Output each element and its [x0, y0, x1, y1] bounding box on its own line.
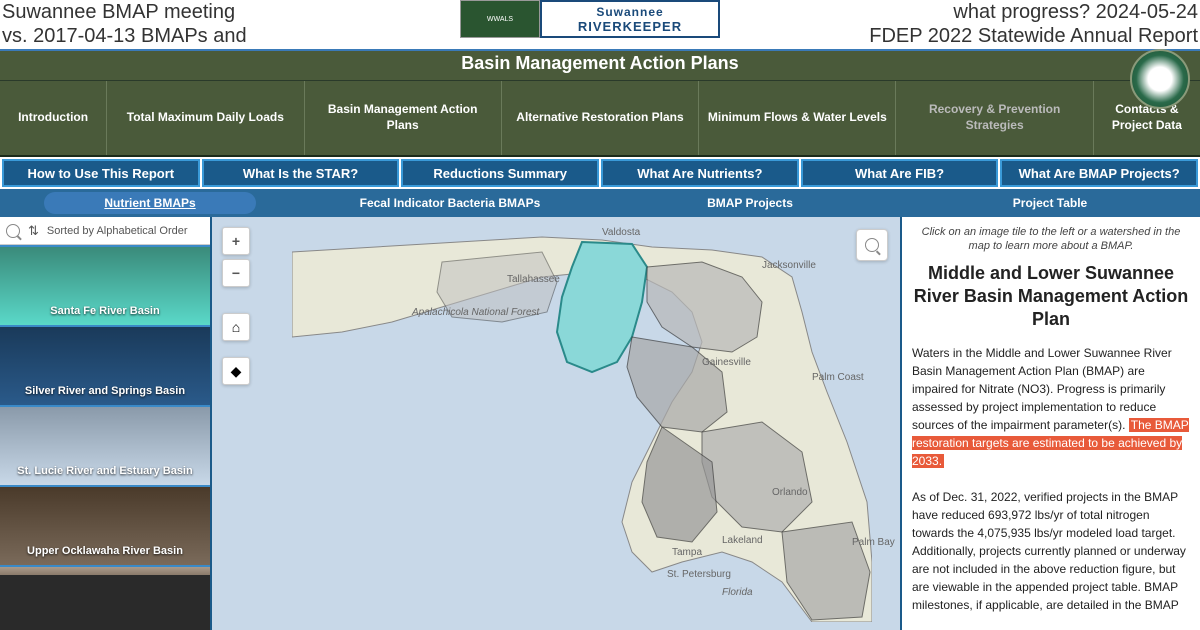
zoom-in-button[interactable]: + — [222, 227, 250, 255]
nav3-nutrient-bmaps[interactable]: Nutrient BMAPs — [0, 189, 300, 217]
map-label: Tampa — [672, 547, 702, 558]
wwals-logo: WWALS — [460, 0, 540, 38]
sort-arrows-icon[interactable]: ⇅ — [28, 223, 39, 239]
florida-map[interactable] — [292, 222, 872, 622]
overlay-left-text: Suwannee BMAP meeting vs. 2017-04-13 BMA… — [0, 0, 249, 48]
riverkeeper-logo: Suwannee RIVERKEEPER — [540, 0, 720, 38]
sidebar-item-label: Upper Ocklawaha River Basin — [27, 545, 183, 557]
nav2-nutrients[interactable]: What Are Nutrients? — [601, 159, 799, 187]
nav3-project-table[interactable]: Project Table — [900, 189, 1200, 217]
map-area[interactable]: + − ⌂ ◆ ValdostaTa — [210, 217, 902, 630]
dep-seal-icon — [1130, 49, 1190, 109]
tertiary-nav: Nutrient BMAPs Fecal Indicator Bacteria … — [0, 189, 1200, 217]
compass-button[interactable]: ◆ — [222, 357, 250, 385]
secondary-nav: How to Use This Report What Is the STAR?… — [2, 159, 1198, 187]
map-label: St. Petersburg — [667, 569, 731, 580]
primary-nav: Introduction Total Maximum Daily Loads B… — [0, 81, 1200, 157]
info-body: Waters in the Middle and Lower Suwannee … — [912, 344, 1190, 614]
nav-alt-restoration[interactable]: Alternative Restoration Plans — [502, 81, 699, 155]
main-content: ⇅ Sorted by Alphabetical Order Santa Fe … — [0, 217, 1200, 630]
sidebar-item-label: Silver River and Springs Basin — [25, 385, 185, 397]
map-label: Lakeland — [722, 535, 763, 546]
nav2-reductions[interactable]: Reductions Summary — [401, 159, 599, 187]
nav2-fib[interactable]: What Are FIB? — [801, 159, 999, 187]
nav-recovery[interactable]: Recovery & Prevention Strategies — [896, 81, 1093, 155]
map-label: Apalachicola National Forest — [412, 307, 539, 318]
sidebar-item-upper-ocklawaha[interactable]: Upper Ocklawaha River Basin — [0, 485, 210, 565]
home-button[interactable]: ⌂ — [222, 313, 250, 341]
map-label: Tallahassee — [507, 274, 560, 285]
overlay-logos: WWALS Suwannee RIVERKEEPER — [460, 0, 720, 40]
map-label: Palm Bay — [852, 537, 895, 548]
map-label: Florida — [722, 587, 753, 598]
nav2-howto[interactable]: How to Use This Report — [2, 159, 200, 187]
info-panel: Click on an image tile to the left or a … — [902, 217, 1200, 630]
map-controls: + − ⌂ ◆ — [222, 227, 250, 385]
map-label: Jacksonville — [762, 260, 816, 271]
info-title: Middle and Lower Suwannee River Basin Ma… — [912, 262, 1190, 332]
sidebar-item-label: St. Lucie River and Estuary Basin — [17, 465, 192, 477]
zoom-out-button[interactable]: − — [222, 259, 250, 287]
map-label: Valdosta — [602, 227, 640, 238]
sort-label: Sorted by Alphabetical Order — [47, 225, 188, 237]
page-title-bar: Basin Management Action Plans — [0, 49, 1200, 81]
nav3-fib-bmaps[interactable]: Fecal Indicator Bacteria BMAPs — [300, 189, 600, 217]
sidebar: ⇅ Sorted by Alphabetical Order Santa Fe … — [0, 217, 210, 630]
nav-bmap[interactable]: Basin Management Action Plans — [305, 81, 502, 155]
sidebar-item-next[interactable] — [0, 565, 210, 575]
top-overlay: Suwannee BMAP meeting vs. 2017-04-13 BMA… — [0, 0, 1200, 49]
nav2-projects[interactable]: What Are BMAP Projects? — [1000, 159, 1198, 187]
sidebar-item-st-lucie[interactable]: St. Lucie River and Estuary Basin — [0, 405, 210, 485]
nav-introduction[interactable]: Introduction — [0, 81, 107, 155]
search-icon[interactable] — [6, 224, 20, 238]
info-p2: As of Dec. 31, 2022, verified projects i… — [912, 490, 1186, 612]
nav3-bmap-projects[interactable]: BMAP Projects — [600, 189, 900, 217]
map-label: Orlando — [772, 487, 808, 498]
map-label: Gainesville — [702, 357, 751, 368]
sidebar-controls: ⇅ Sorted by Alphabetical Order — [0, 217, 210, 245]
sidebar-item-label: Santa Fe River Basin — [50, 305, 159, 317]
nav-min-flows[interactable]: Minimum Flows & Water Levels — [699, 81, 896, 155]
overlay-right-text: what progress? 2024-05-24 FDEP 2022 Stat… — [867, 0, 1200, 48]
sidebar-item-silver-river[interactable]: Silver River and Springs Basin — [0, 325, 210, 405]
map-label: Palm Coast — [812, 372, 864, 383]
info-hint: Click on an image tile to the left or a … — [912, 225, 1190, 254]
page-title: Basin Management Action Plans — [461, 53, 738, 73]
sidebar-item-santa-fe[interactable]: Santa Fe River Basin — [0, 245, 210, 325]
nav-tmdl[interactable]: Total Maximum Daily Loads — [107, 81, 304, 155]
nav2-star[interactable]: What Is the STAR? — [202, 159, 400, 187]
